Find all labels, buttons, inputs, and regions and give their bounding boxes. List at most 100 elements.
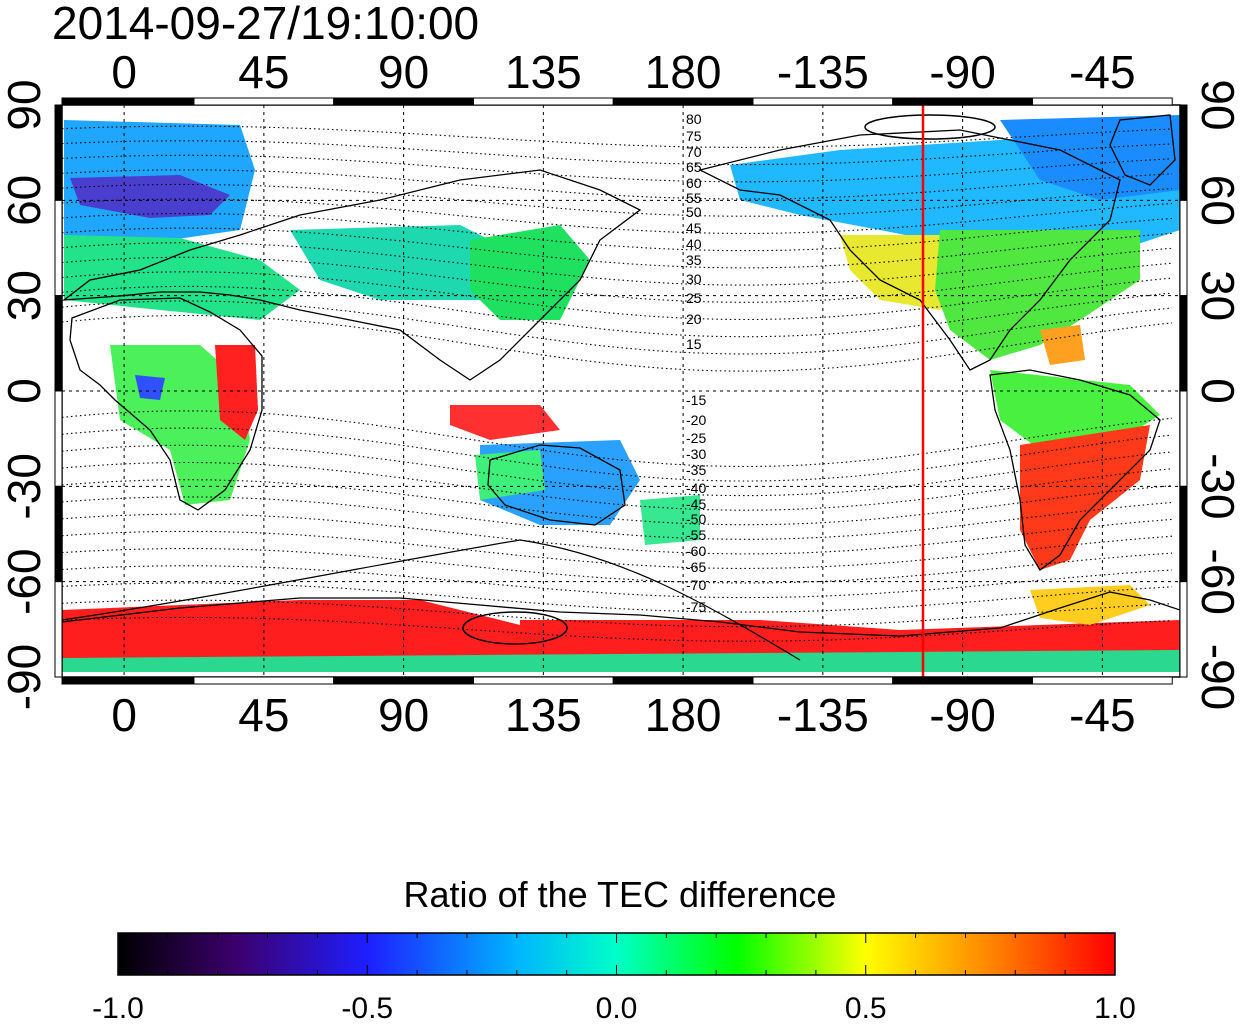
bottom-longitude-label: -45 [1069, 689, 1135, 741]
top-longitude-label: -90 [929, 46, 995, 98]
gulf-orange-patch [1040, 325, 1085, 365]
top-border-bar [1031, 97, 1173, 106]
contour-label: -35 [686, 462, 706, 478]
contour-label: 20 [686, 311, 702, 327]
scandinavia-dark-patch [70, 175, 230, 218]
top-longitude-label: 45 [238, 46, 289, 98]
left-border-bar [54, 390, 63, 487]
map-border-bars [54, 97, 1188, 685]
left-border-bar [54, 199, 63, 297]
magnetic-contour [62, 198, 1173, 234]
top-longitude-label: 180 [645, 46, 722, 98]
bottom-border-bar [61, 676, 195, 685]
right-latitude-label: 90 [1192, 79, 1240, 130]
greenland-coastline [1109, 114, 1176, 186]
contour-label: -40 [686, 480, 706, 496]
bottom-longitude-label: 0 [111, 689, 137, 741]
top-border-bar [333, 97, 474, 106]
contour-label: -65 [686, 559, 706, 575]
africa-blue-patch [135, 375, 165, 400]
magnetic-contour [62, 227, 1173, 269]
magnetic-contour [62, 548, 1173, 584]
colorbar-tick-label: 1.0 [1094, 992, 1136, 1024]
contour-label: -20 [686, 412, 706, 428]
contour-label: 45 [686, 220, 702, 236]
australia-green-patch [475, 450, 545, 500]
top-longitude-label: 90 [378, 46, 429, 98]
magnetic-contour [62, 582, 1173, 613]
usa-green-patch [935, 230, 1140, 360]
contour-label: 25 [686, 290, 702, 306]
indonesia-red-patch [450, 405, 560, 440]
magnetic-contour [62, 565, 1173, 599]
magnetic-contour [62, 427, 1173, 482]
left-border-bar [54, 295, 63, 392]
colorbar-tick-label: 0.0 [596, 992, 638, 1024]
top-border-bar [612, 97, 754, 106]
contour-label: -45 [686, 496, 706, 512]
africa-red-patch [215, 345, 258, 440]
europe-green-patch [64, 235, 300, 320]
top-border-bar [892, 97, 1033, 106]
new-zealand-patch [640, 495, 700, 545]
magnetic-contour [62, 213, 1173, 252]
magnetic-contour [62, 410, 1173, 468]
magnetic-contour [62, 125, 1173, 148]
bottom-longitude-label: 180 [645, 689, 722, 741]
bottom-border-bar [752, 676, 894, 685]
top-border-bar [752, 97, 894, 106]
magnetic-contour [62, 461, 1173, 511]
magnetic-contour [62, 300, 1173, 355]
left-latitude-label: 30 [0, 270, 50, 321]
magnetic-contour [62, 599, 1173, 628]
antarctica-coastline [62, 591, 1180, 637]
magnetic-contour [62, 183, 1173, 217]
left-latitude-label: -90 [0, 644, 50, 710]
east-asia-patch [470, 225, 590, 320]
magnetic-contour [62, 513, 1173, 555]
colorbar-tick-label: 0.5 [845, 992, 887, 1024]
magnetic-contour [62, 314, 1173, 372]
magnetic-contour [62, 242, 1173, 286]
right-latitude-label: -60 [1192, 548, 1240, 614]
magnetic-contour [62, 479, 1173, 526]
contour-label: 40 [686, 236, 702, 252]
top-longitude-label: 135 [505, 46, 582, 98]
left-border-bar [54, 104, 63, 201]
russia-patch [290, 225, 520, 300]
tec-data-layer [62, 115, 1180, 672]
left-latitude-label: -30 [0, 453, 50, 519]
bottom-longitude-label: -135 [777, 689, 869, 741]
top-longitude-label: 0 [111, 46, 137, 98]
right-border-bar [1179, 390, 1188, 487]
right-latitude-label: 30 [1192, 270, 1240, 321]
left-border-bar [54, 581, 63, 678]
right-latitude-label: 60 [1192, 175, 1240, 226]
coastlines [62, 114, 1180, 661]
colorbar-ticks: -1.0 -0.5 0.0 0.5 1.0 [92, 933, 1136, 1024]
left-latitude-label: 60 [0, 175, 50, 226]
left-latitude-label: 0 [0, 378, 50, 404]
top-border-bar [193, 97, 335, 106]
magnetic-latitude-contours [62, 125, 1173, 642]
contour-label: 35 [686, 252, 702, 268]
north-pole-contour [864, 114, 996, 140]
right-border-bar [1179, 104, 1188, 201]
north-america-yellow-patch [840, 235, 960, 310]
left-latitude-label: -60 [0, 548, 50, 614]
magnetic-contour [62, 271, 1173, 321]
top-longitude-label: -135 [777, 46, 869, 98]
contour-label: -60 [686, 543, 706, 559]
magnetic-contour [62, 616, 1173, 642]
right-border-bar [1179, 199, 1188, 297]
magnetic-contour [62, 256, 1173, 303]
south-america-red-patch [1020, 425, 1150, 570]
contour-label: -55 [686, 527, 706, 543]
africa-coastline [69, 297, 263, 511]
contour-label: -15 [686, 392, 706, 408]
magnetic-contour [62, 285, 1173, 338]
bottom-border-bar [333, 676, 474, 685]
